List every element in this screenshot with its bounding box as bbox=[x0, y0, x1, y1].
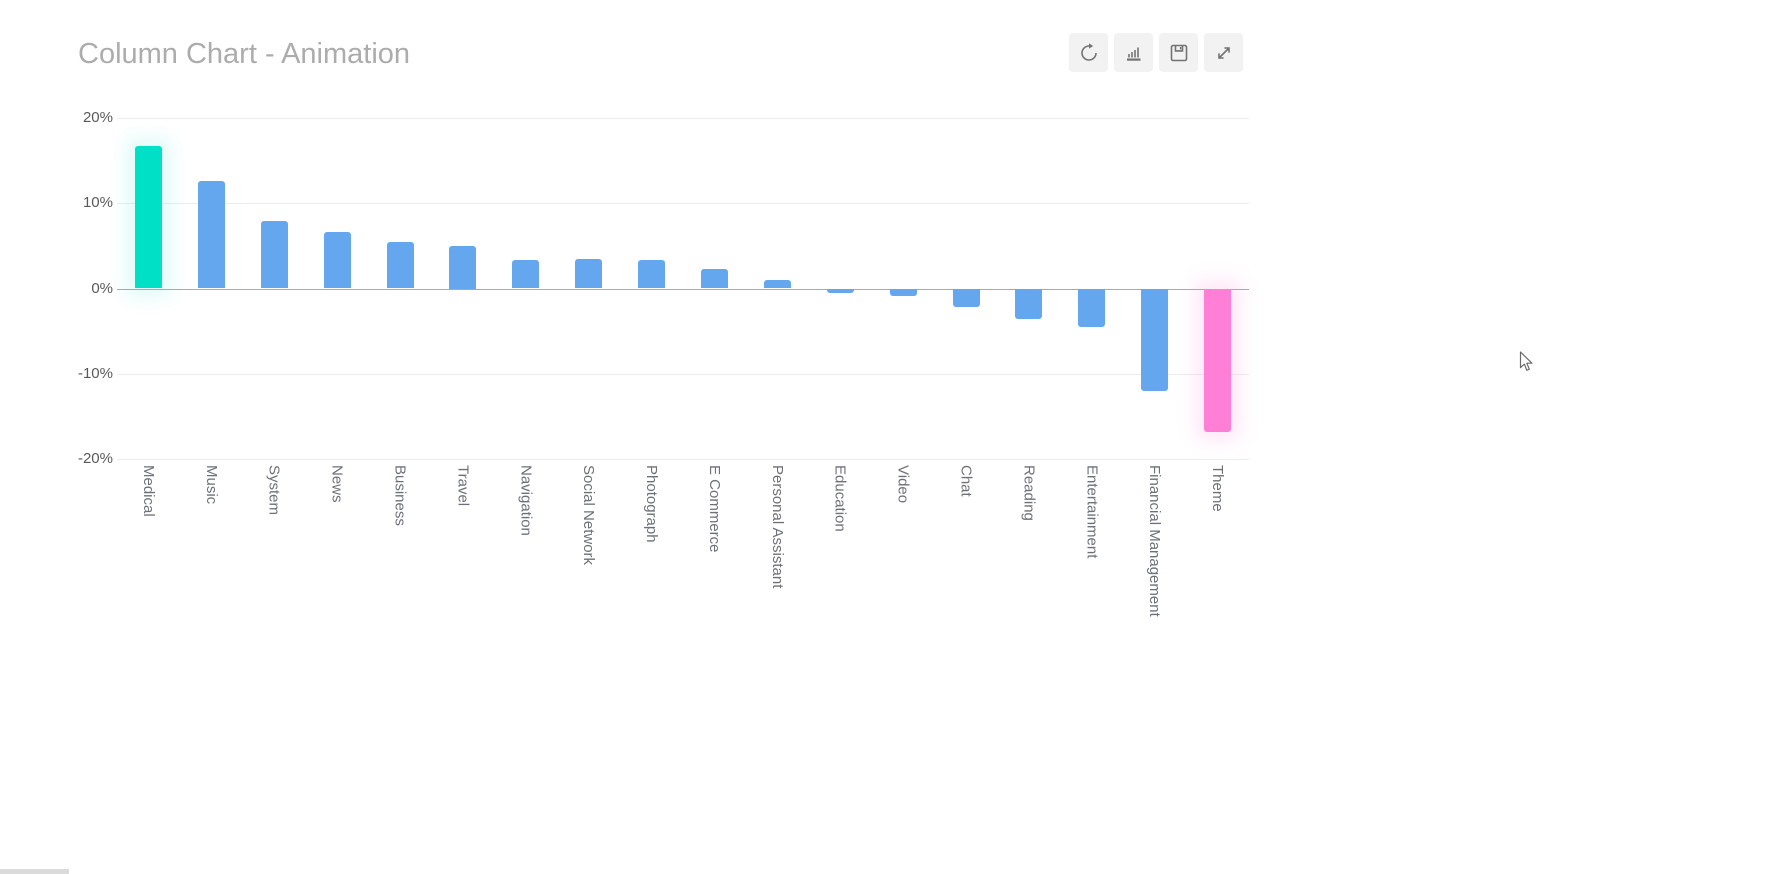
x-axis-label: Medical bbox=[139, 465, 157, 517]
bar-chat[interactable] bbox=[952, 288, 980, 308]
x-axis-label: E Commerce bbox=[705, 465, 723, 553]
x-axis-label: Social Network bbox=[580, 465, 598, 566]
x-axis-label: Navigation bbox=[517, 465, 535, 536]
gridline bbox=[117, 459, 1249, 460]
x-axis: Medical Music System News Business Travel Navi… bbox=[117, 465, 1249, 665]
bar-system[interactable] bbox=[260, 221, 288, 289]
refresh-button[interactable] bbox=[1069, 33, 1108, 72]
gridline bbox=[117, 203, 1249, 205]
x-axis-label: Chat bbox=[957, 465, 975, 497]
x-axis-label: Entertainment bbox=[1083, 465, 1101, 559]
bar-education[interactable] bbox=[826, 288, 854, 293]
refresh-icon bbox=[1077, 41, 1101, 65]
bar-entertainment[interactable] bbox=[1078, 288, 1106, 327]
x-axis-label: System bbox=[265, 465, 283, 516]
fullscreen-button[interactable] bbox=[1204, 33, 1243, 72]
bar-financial-management[interactable] bbox=[1141, 288, 1169, 391]
save-button[interactable] bbox=[1159, 33, 1198, 72]
x-axis-label: Music bbox=[202, 465, 220, 505]
x-axis-label: News bbox=[328, 465, 346, 503]
bar-news[interactable] bbox=[323, 232, 351, 289]
bar-chart-button[interactable] bbox=[1114, 33, 1153, 72]
bar-personal-assistant[interactable] bbox=[763, 279, 791, 289]
fullscreen-expand-icon bbox=[1212, 41, 1236, 65]
x-axis-label: Financial Management bbox=[1146, 465, 1164, 617]
x-axis-label: Theme bbox=[1209, 465, 1227, 512]
bar-business[interactable] bbox=[386, 241, 414, 289]
bar-music[interactable] bbox=[197, 181, 225, 289]
x-axis-label: Photograph bbox=[643, 465, 661, 543]
bar-chart-icon bbox=[1122, 41, 1146, 65]
y-axis-tick-label: 10% bbox=[82, 194, 113, 212]
y-axis-tick-label: -10% bbox=[77, 364, 113, 382]
plot-area bbox=[117, 118, 1249, 460]
bar-medical[interactable] bbox=[134, 146, 162, 289]
bar-video[interactable] bbox=[889, 288, 917, 297]
bar-travel[interactable] bbox=[449, 245, 477, 289]
save-icon bbox=[1167, 41, 1191, 65]
x-axis-label: Reading bbox=[1020, 465, 1038, 521]
mouse-cursor bbox=[1519, 351, 1535, 378]
horizontal-scrollbar-thumb[interactable] bbox=[0, 869, 69, 874]
y-axis-tick-label: 0% bbox=[91, 279, 113, 297]
bar-reading[interactable] bbox=[1015, 288, 1043, 320]
x-axis-label: Business bbox=[391, 465, 409, 526]
x-axis-label: Education bbox=[831, 465, 849, 532]
bar-navigation[interactable] bbox=[512, 259, 540, 289]
gridline bbox=[117, 118, 1249, 119]
y-axis: 20% 10% 0% -10% -20% bbox=[0, 109, 113, 467]
bar-e-commerce[interactable] bbox=[700, 268, 728, 289]
bar-social-network[interactable] bbox=[575, 258, 603, 289]
gridline bbox=[117, 288, 1249, 290]
y-axis-tick-label: -20% bbox=[77, 450, 113, 467]
x-axis-label: Personal Assistant bbox=[768, 465, 786, 589]
chart-toolbar bbox=[1069, 33, 1243, 72]
bar-photograph[interactable] bbox=[638, 260, 666, 289]
bar-theme[interactable] bbox=[1204, 288, 1232, 432]
y-axis-tick-label: 20% bbox=[82, 109, 113, 126]
x-axis-label: Video bbox=[894, 465, 912, 504]
chart-title: Column Chart - Animation bbox=[78, 38, 411, 70]
gridline bbox=[117, 373, 1249, 375]
x-axis-label: Travel bbox=[454, 465, 472, 507]
